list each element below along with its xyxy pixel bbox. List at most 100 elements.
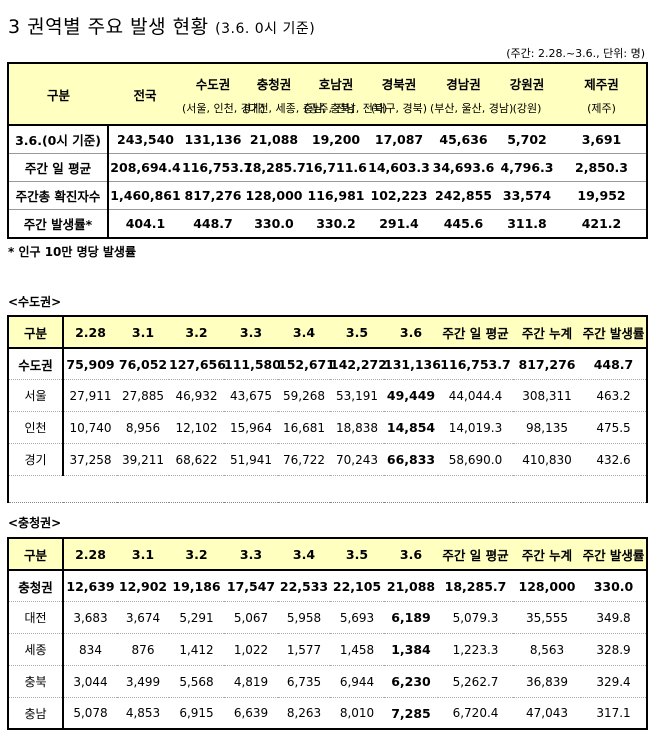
region-header-cell: 2.28 [63, 315, 117, 349]
region-cell: 5,262.7 [438, 665, 513, 698]
region-cell: 410,830 [513, 443, 581, 476]
region-total-cell: 18,285.7 [438, 570, 513, 602]
region-cell: 5,693 [330, 601, 384, 634]
region-total-cell: 817,276 [513, 348, 581, 380]
summary-cell: 330.2 [304, 209, 368, 238]
region-cell: 1,458 [330, 633, 384, 666]
region-cell: 인천 [7, 411, 64, 444]
summary-cell: 17,087 [368, 124, 430, 154]
summary-cell: 19,200 [304, 124, 368, 154]
summary-cell: 21,088 [244, 124, 304, 154]
empty-cell [7, 475, 63, 503]
empty-cell [117, 475, 169, 503]
region-cell: 대전 [7, 601, 64, 634]
summary-cell: 291.4 [368, 209, 430, 238]
region-total-cell: 116,753.7 [438, 348, 513, 380]
region-cell: 세종 [7, 633, 64, 666]
region-cell: 58,690.0 [438, 443, 513, 476]
region-header-cell: 주간 발생률 [581, 315, 648, 349]
region-cell: 68,622 [169, 443, 224, 476]
summary-cell: 404.1 [108, 209, 182, 238]
section-label-chungcheong: <충청권> [8, 516, 62, 530]
region-cell: 834 [63, 633, 117, 666]
region-cell: 46,932 [169, 379, 224, 412]
region-header-cell: 3.4 [278, 315, 330, 349]
region-cell: 5,568 [169, 665, 224, 698]
table-row: 주간 발생률* 404.1 448.7 330.0 330.2 291.4 445.6 311… [8, 209, 647, 238]
table-row: 서울 27,911 27,885 46,932 43,675 59,268 53,191 49… [7, 379, 648, 412]
summary-header-name: 호남권 [318, 76, 354, 92]
region-cell: 6,944 [330, 665, 384, 698]
title-basis: (3.6. 0시 기준) [215, 21, 316, 37]
summary-cell: 16,711.6 [304, 153, 368, 182]
region-total-cell: 128,000 [513, 570, 581, 602]
region-cell: 4,853 [117, 697, 169, 730]
region-cell: 43,675 [224, 379, 278, 412]
summary-cell: 330.0 [244, 209, 304, 238]
region-cell: 59,268 [278, 379, 330, 412]
region-cell: 8,956 [117, 411, 169, 444]
summary-header-cell: 호남권 (광주, 전남, 전북) [304, 63, 387, 125]
region-cell: 47,043 [513, 697, 581, 730]
summary-cell: 102,223 [368, 181, 430, 210]
region-total-cell: 152,671 [278, 348, 335, 380]
summary-header-cell: 제주권 (제주) [557, 63, 647, 125]
empty-cell [169, 475, 224, 503]
region-cell: 308,311 [513, 379, 581, 412]
region-header-cell: 3.3 [224, 315, 278, 349]
summary-header-cell: 충청권 (대전, 세종, 충남, 충북) [244, 63, 355, 125]
summary-header-sub: (부산, 울산, 경남) [430, 101, 514, 115]
region-cell: 충남 [7, 697, 64, 730]
region-cell: 39,211 [117, 443, 169, 476]
summary-cell: 2,850.3 [557, 153, 647, 182]
region-header-cell: 주간 누계 [513, 315, 581, 349]
region-total-cell: 충청권 [7, 570, 64, 602]
region-header-cell: 주간 일 평균 [438, 537, 513, 571]
summary-header-name: 강원권 [509, 76, 545, 92]
region-cell: 5,958 [278, 601, 330, 634]
summary-cell: 131,136 [182, 124, 244, 154]
region-cell: 70,243 [330, 443, 384, 476]
summary-cell: 116,981 [304, 181, 368, 210]
region-total-cell: 수도권 [7, 348, 64, 380]
region-cell: 349.8 [581, 601, 648, 634]
region-cell: 14,019.3 [438, 411, 513, 444]
region-cell: 8,010 [330, 697, 384, 730]
summary-header-sub: (대구, 경북) [370, 101, 428, 115]
region-total-row: 수도권 75,909 76,052 127,656 111,580 152,671 142,… [7, 348, 648, 380]
empty-cell [330, 475, 384, 503]
region-cell: 6,735 [278, 665, 330, 698]
region-cell: 6,230 [384, 665, 438, 698]
table-row: 주간총 확진자수 1,460,861 817,276 128,000 116,981 10… [8, 181, 647, 210]
summary-header-name: 구분 [46, 87, 70, 103]
region-total-cell: 22,105 [330, 570, 384, 602]
summary-cell: 주간 일 평균 [8, 153, 109, 182]
region-cell: 76,722 [278, 443, 330, 476]
region-cell: 5,079.3 [438, 601, 513, 634]
region-cell: 6,189 [384, 601, 438, 634]
region-total-cell: 142,272 [330, 348, 387, 380]
region-header-row: 구분 2.28 3.1 3.2 3.3 3.4 3.5 3.6 주간 일 평균 주간 누계 주간 발… [7, 315, 648, 349]
empty-cell [513, 475, 581, 503]
title-main: 3 권역별 주요 발생 현황 [8, 16, 209, 38]
summary-header-name: 수도권 [195, 76, 231, 92]
summary-cell: 1,460,861 [108, 181, 182, 210]
region-total-cell: 75,909 [63, 348, 117, 380]
summary-header-cell: 전국 [108, 63, 182, 125]
region-total-row: 충청권 12,639 12,902 19,186 17,547 22,533 22,105 2… [7, 570, 648, 602]
summary-cell: 421.2 [557, 209, 647, 238]
region-total-cell: 76,052 [117, 348, 169, 380]
region-header-cell: 3.2 [169, 537, 224, 571]
summary-cell: 116,753.7 [182, 153, 252, 182]
region-total-cell: 330.0 [581, 570, 648, 602]
region-cell: 53,191 [330, 379, 384, 412]
table-row: 3.6.(0시 기준) 243,540 131,136 21,088 19,200 17,… [8, 124, 647, 154]
region-cell: 3,683 [63, 601, 117, 634]
region-cell: 3,044 [63, 665, 117, 698]
region-cell: 66,833 [384, 443, 438, 476]
region-header-cell: 3.1 [117, 315, 169, 349]
summary-cell: 445.6 [430, 209, 497, 238]
summary-cell: 5,702 [497, 124, 557, 154]
empty-row [7, 475, 648, 503]
summary-header-sub: (서울, 인천, 경기) [182, 101, 266, 115]
